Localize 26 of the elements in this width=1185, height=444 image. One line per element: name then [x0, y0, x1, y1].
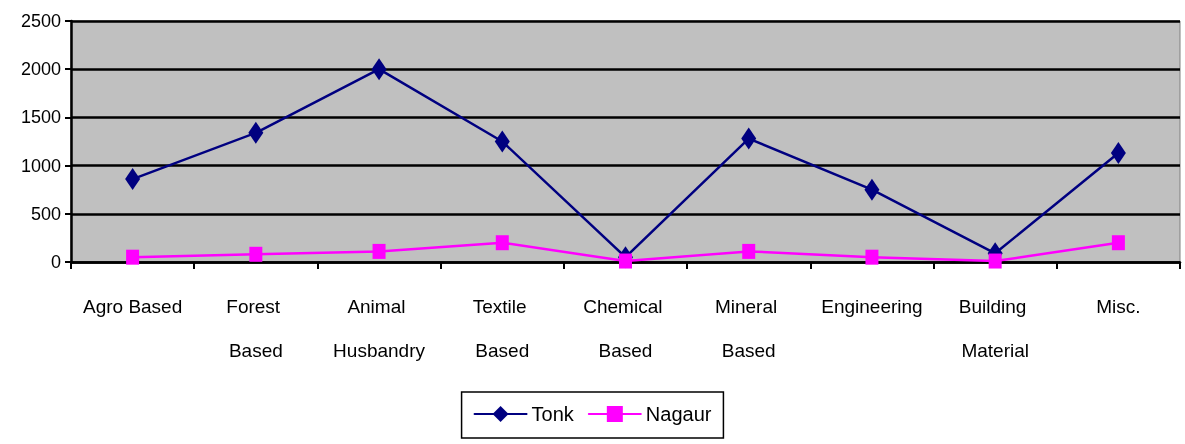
- y-tick-label: 1500: [20, 107, 61, 128]
- point: [372, 243, 386, 259]
- point: [126, 249, 140, 265]
- legend-label: Nagaur: [645, 403, 712, 425]
- category-label: Forest Based: [226, 295, 283, 361]
- point: [988, 253, 1002, 269]
- y-tick-label: 0: [50, 252, 61, 272]
- category-label: Mineral Based: [714, 295, 778, 361]
- point: [1111, 235, 1125, 251]
- x-tick-label: Agro Based: [82, 295, 183, 317]
- category-label: Building Material: [958, 295, 1029, 361]
- point: [742, 243, 756, 259]
- y-tick-label: 500: [30, 203, 61, 224]
- point: [495, 235, 509, 251]
- point: [249, 246, 263, 262]
- legend-label: Tonk: [531, 403, 575, 425]
- point: [865, 249, 879, 265]
- x-tick-label: Misc.: [1096, 295, 1141, 317]
- point: [619, 253, 632, 269]
- x-tick-label: Engineering: [821, 295, 923, 317]
- y-tick-label: 2000: [20, 59, 61, 80]
- category-label: Textile Based: [472, 295, 530, 361]
- y-tick-label: 2500: [20, 11, 61, 31]
- category-label: Chemical Based: [583, 295, 663, 361]
- y-tick-label: 1000: [20, 155, 61, 176]
- category-label: Animal Husbandry: [333, 295, 425, 361]
